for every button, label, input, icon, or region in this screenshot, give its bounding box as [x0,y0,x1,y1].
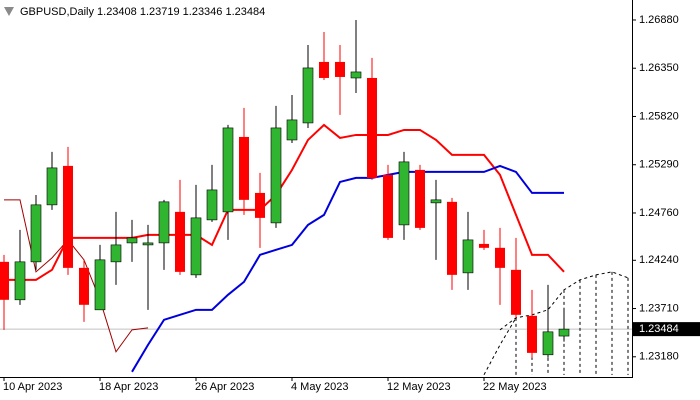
candle-body [79,267,89,305]
candle-body [222,127,234,213]
y-tick-label: 1.23710 [639,302,679,314]
indicator-line [499,271,629,331]
y-tick-label: 1.25290 [639,159,679,171]
candle-body [14,261,26,301]
candle-body [94,259,106,311]
candle-body [319,61,329,78]
candle-body [0,261,9,300]
y-tick-label: 1.25820 [639,110,679,122]
candle-body [270,127,282,224]
candle-body [46,167,58,206]
candle-body [302,67,314,124]
x-tick-label: 12 May 2023 [387,381,451,393]
candle-body [255,192,265,218]
candle-body [142,242,154,246]
candle-body [206,189,218,221]
candle-body [415,169,425,228]
candle-body [175,211,185,272]
candle-body [558,328,570,337]
indicator-line [4,123,565,281]
chart-title: GBPUSD,Daily 1.23408 1.23719 1.23346 1.2… [20,6,265,18]
x-tick-label: 4 May 2023 [291,381,348,393]
y-tick-label: 1.24240 [639,254,679,266]
last-price-label: 1.23484 [639,323,679,335]
x-tick-label: 26 Apr 2023 [195,381,254,393]
candle-body [30,204,42,263]
y-tick-label: 1.26880 [639,14,679,26]
indicator-line [483,317,517,376]
y-tick-label: 1.24760 [639,207,679,219]
y-tick-label: 1.26350 [639,62,679,74]
candle-body [383,174,393,238]
candle-body [447,201,457,275]
symbol-icon [4,7,14,16]
candle-body [542,331,554,356]
x-tick-label: 18 Apr 2023 [99,381,158,393]
candle-body [527,315,537,353]
indicator-line [131,164,564,373]
candle-body [398,161,410,226]
candle-body [350,71,362,79]
candle-body [110,244,122,263]
candle-body [430,199,442,204]
candle-body [63,165,73,268]
candle-body [479,243,489,248]
candle-body [158,201,170,244]
candle-body [126,237,138,244]
candle-body [286,119,298,141]
last-price-box [633,322,700,337]
x-tick-label: 10 Apr 2023 [3,381,62,393]
indicator-line [4,199,149,353]
candle-body [511,269,521,315]
candle-body [462,239,474,274]
candle-body [495,247,505,268]
candle-body [335,61,345,77]
candle-body [190,217,202,276]
x-tick-label: 22 May 2023 [483,381,547,393]
candle-body [239,136,249,200]
y-tick-label: 1.23180 [639,351,679,363]
candle-body [367,77,377,178]
